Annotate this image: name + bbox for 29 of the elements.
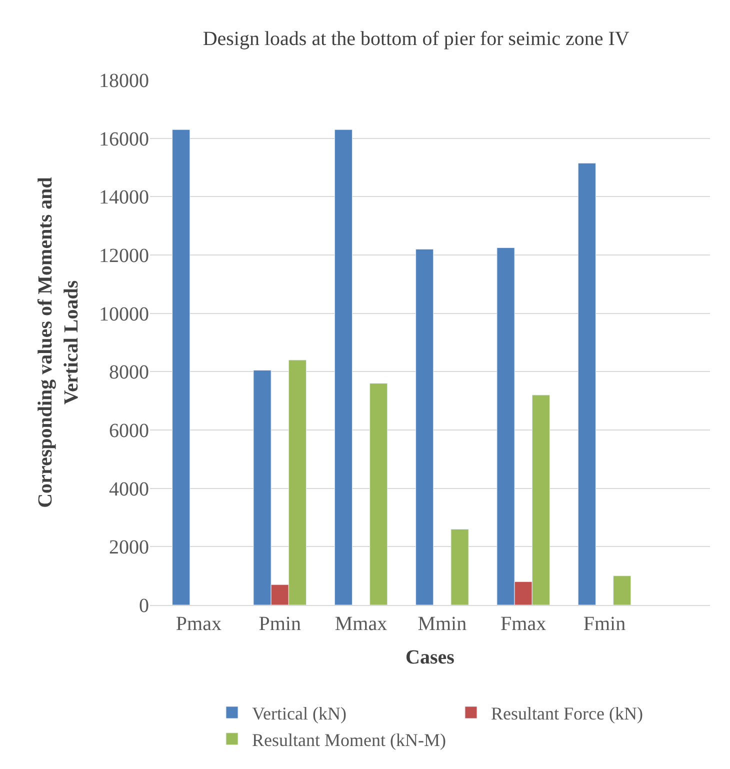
y-tick-label: 14000 <box>99 186 149 209</box>
y-tick-label: 4000 <box>109 478 149 500</box>
y-tick-label: 10000 <box>99 303 149 326</box>
chart-title: Design loads at the bottom of pier for seimic zone IV <box>202 28 630 50</box>
legend-label: Resultant Moment (kN-M) <box>252 730 446 750</box>
legend-label: Vertical (kN) <box>252 703 346 724</box>
bar <box>334 129 352 605</box>
bar <box>370 383 388 605</box>
x-tick-label: Pmax <box>176 613 222 635</box>
bar <box>613 576 632 605</box>
x-tick-label: Mmax <box>334 613 388 635</box>
x-tick-label: Fmax <box>500 613 546 635</box>
y-tick-label: 16000 <box>99 128 149 150</box>
bar <box>416 248 434 605</box>
y-tick-label: 8000 <box>109 362 149 384</box>
bar <box>450 528 469 605</box>
x-tick-label: Pmin <box>258 613 301 635</box>
y-tick-label: 6000 <box>109 420 149 442</box>
y-tick-label: 12000 <box>99 245 149 267</box>
bar <box>172 129 190 605</box>
legend-label: Resultant Force (kN) <box>490 703 643 724</box>
y-tick-label: 2000 <box>109 536 149 559</box>
bar <box>578 162 596 605</box>
y-tick-label: 18000 <box>99 70 149 92</box>
x-tick-label: Mmin <box>418 613 467 635</box>
y-tick-label: 0 <box>139 595 149 617</box>
x-tick-label: Fmin <box>583 613 626 635</box>
x-axis-title: Cases <box>406 646 455 668</box>
y-axis-title: Corresponding values of Moments and Vertical Loads <box>34 177 82 508</box>
